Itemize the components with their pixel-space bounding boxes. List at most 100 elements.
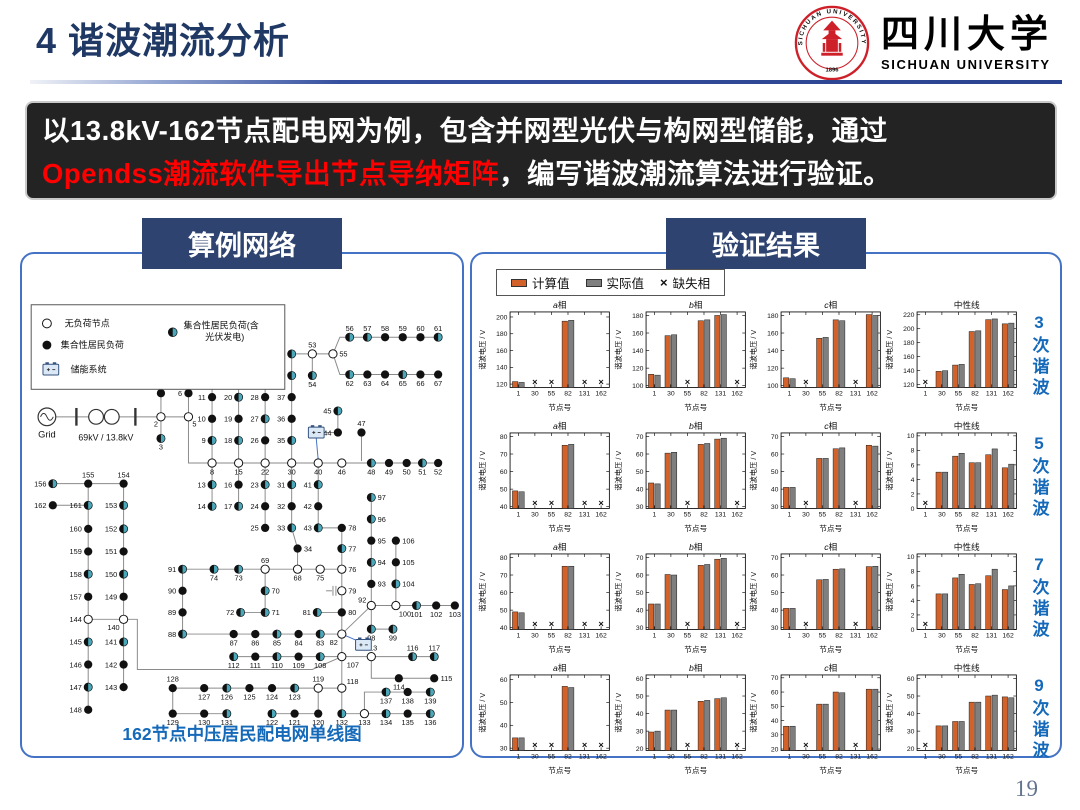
svg-text:102: 102	[430, 610, 442, 619]
svg-text:30: 30	[938, 753, 946, 760]
svg-text:101: 101	[410, 610, 422, 619]
svg-text:×: ×	[853, 498, 859, 508]
svg-text:70: 70	[500, 572, 508, 579]
svg-text:30: 30	[771, 732, 779, 739]
svg-text:50: 50	[500, 607, 508, 614]
svg-text:160: 160	[70, 525, 82, 534]
svg-text:c相: c相	[824, 420, 837, 431]
svg-text:10: 10	[906, 433, 914, 440]
svg-text:110: 110	[271, 661, 283, 670]
svg-text:131: 131	[714, 391, 726, 398]
svg-text:50: 50	[771, 469, 779, 476]
svg-text:节点号: 节点号	[548, 645, 571, 654]
svg-text:131: 131	[714, 753, 726, 760]
svg-text:0: 0	[910, 627, 914, 634]
svg-text:100: 100	[632, 383, 644, 390]
svg-text:63: 63	[363, 379, 371, 388]
svg-text:116: 116	[407, 643, 419, 652]
chart-7th-phase-c: 30 40 50 60 70 1 30 × 55 82 131 × 162 c相 谐波电压 / V 节点号	[749, 538, 885, 659]
svg-text:121: 121	[288, 718, 300, 727]
svg-text:162: 162	[866, 512, 878, 519]
svg-text:136: 136	[424, 718, 436, 727]
svg-text:82: 82	[330, 638, 338, 647]
svg-text:36: 36	[277, 415, 285, 424]
svg-text:30: 30	[667, 753, 675, 760]
battery-icon	[42, 362, 60, 376]
svg-text:131: 131	[850, 512, 862, 519]
svg-text:×: ×	[803, 619, 809, 629]
svg-text:131: 131	[221, 718, 233, 727]
svg-text:60: 60	[771, 572, 779, 579]
svg-text:1: 1	[652, 391, 656, 398]
svg-text:55: 55	[683, 753, 691, 760]
pagoda-icon	[821, 20, 843, 56]
battery-icon	[307, 425, 325, 439]
svg-text:×: ×	[532, 377, 538, 387]
svg-text:180: 180	[632, 313, 644, 320]
left-panel-header: 算例网络	[142, 218, 342, 269]
svg-text:Grid: Grid	[38, 429, 56, 439]
svg-text:131: 131	[579, 632, 591, 639]
svg-text:节点号: 节点号	[819, 403, 842, 412]
svg-text:82: 82	[564, 753, 572, 760]
svg-text:×: ×	[734, 619, 740, 629]
svg-text:162: 162	[34, 501, 46, 510]
chart-3rd-phase-c: 100 120 140 160 180 1 30 × 55 82 131 × 162 c相 谐波电压 / V…	[749, 296, 885, 417]
chart-5th-neutral: 0 2 4 6 8 10 1 × 30 55 82 131 162 中性线 谐波电压 / V 节点号	[885, 417, 1021, 538]
svg-text:10: 10	[906, 554, 914, 561]
svg-text:50: 50	[635, 693, 643, 700]
svg-text:0: 0	[910, 506, 914, 513]
svg-text:90: 90	[168, 587, 176, 596]
svg-text:×: ×	[598, 619, 604, 629]
svg-text:30: 30	[635, 504, 643, 511]
svg-text:1: 1	[923, 391, 927, 398]
svg-text:15: 15	[234, 467, 242, 476]
row-label-3rd-harmonic: 3次谐波	[1029, 313, 1049, 400]
svg-text:148: 148	[70, 706, 82, 715]
svg-text:无负荷节点: 无负荷节点	[65, 317, 110, 328]
svg-text:光伏发电): 光伏发电)	[205, 331, 244, 342]
svg-text:3: 3	[159, 443, 163, 452]
verification-results-panel: 验证结果 计算值 实际值 × 缺失相 120 140 160 180 200 1 30 × 55…	[470, 218, 1062, 775]
svg-text:106: 106	[402, 536, 414, 545]
svg-text:70: 70	[500, 451, 508, 458]
svg-text:162: 162	[1002, 512, 1014, 519]
svg-text:162: 162	[1002, 753, 1014, 760]
svg-text:节点号: 节点号	[819, 524, 842, 533]
svg-text:79: 79	[348, 587, 356, 596]
svg-text:4: 4	[910, 477, 914, 484]
svg-text:66: 66	[416, 379, 424, 388]
svg-text:60: 60	[906, 675, 914, 682]
svg-text:×: ×	[532, 498, 538, 508]
svg-text:62: 62	[346, 379, 354, 388]
svg-text:220: 220	[903, 312, 915, 319]
svg-text:141: 141	[105, 638, 117, 647]
svg-text:162: 162	[595, 632, 607, 639]
chart-3rd-phase-a: 120 140 160 180 200 1 30 × 55 × 82 131 × 162 × a相 谐波电压 /…	[478, 296, 614, 417]
svg-text:谐波电压 / V: 谐波电压 / V	[478, 330, 487, 370]
svg-text:40: 40	[314, 467, 322, 476]
svg-text:×: ×	[549, 619, 555, 629]
banner-line2: Opendss潮流软件导出节点导纳矩阵，编写谐波潮流算法进行验证。	[42, 158, 892, 189]
svg-text:2: 2	[910, 612, 914, 619]
row-label-9th-harmonic: 9次谐波	[1029, 675, 1049, 762]
svg-text:180: 180	[903, 340, 915, 347]
svg-text:124: 124	[266, 692, 278, 701]
svg-text:70: 70	[272, 587, 280, 596]
svg-text:40: 40	[635, 710, 643, 717]
svg-text:160: 160	[767, 330, 779, 337]
svg-text:86: 86	[251, 638, 259, 647]
svg-text:70: 70	[635, 434, 643, 441]
svg-text:140: 140	[632, 348, 644, 355]
svg-text:26: 26	[251, 436, 259, 445]
svg-text:58: 58	[381, 324, 389, 333]
svg-text:×: ×	[598, 377, 604, 387]
svg-text:50: 50	[500, 699, 508, 706]
svg-text:48: 48	[367, 467, 375, 476]
svg-text:59: 59	[399, 324, 407, 333]
university-logo: SICHUAN UNIVERSITY 1896 四川大学 SICHUAN UNI…	[793, 4, 1053, 82]
svg-text:108: 108	[314, 661, 326, 670]
